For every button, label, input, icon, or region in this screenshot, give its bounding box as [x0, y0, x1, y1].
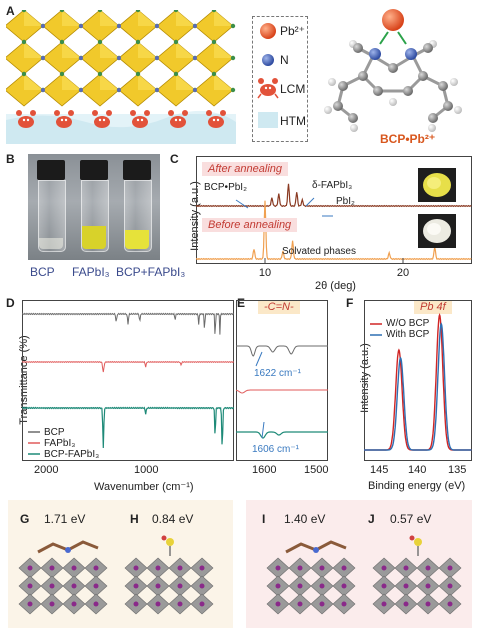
vial-label-bcp: BCP — [30, 265, 55, 279]
crab-icon — [54, 110, 74, 128]
d-legend-bcp: BCP — [44, 427, 65, 438]
e-tag: -C=N- — [258, 300, 300, 314]
crab-icon — [257, 78, 279, 99]
g-value: 1.71 eV — [44, 512, 86, 526]
c-before-tag: Before annealing — [202, 218, 298, 232]
crab-icon — [206, 110, 226, 128]
perovskite-lattice-illustration — [6, 10, 236, 144]
panel-label-b: B — [6, 152, 15, 166]
e-ann-1622: 1622 cm⁻¹ — [254, 368, 301, 379]
ftir-bcp-line — [22, 312, 234, 335]
legend-lcm-label: LCM — [280, 82, 306, 96]
xrd-before-line — [196, 200, 472, 261]
f-xlabel: Binding energy (eV) — [368, 480, 466, 492]
panel-label-c: C — [170, 152, 179, 166]
e-fa-line — [236, 389, 328, 394]
bcp-adsorbate — [37, 540, 99, 554]
crab-icon — [130, 110, 150, 128]
panel-label-d: D — [6, 296, 15, 310]
d-legend-mix: BCP-FAPbI₃ — [44, 449, 100, 460]
bcp-adsorbate — [285, 540, 347, 554]
e-mix-line — [236, 431, 328, 439]
d-xtick-2000: 2000 — [34, 464, 59, 476]
panel-label-g: G — [20, 512, 30, 526]
panel-label-j: J — [368, 512, 375, 526]
small-adsorbate — [409, 535, 422, 556]
xrd-after-line — [196, 183, 472, 208]
d-xlabel: Wavenumber (cm⁻¹) — [94, 481, 194, 493]
ftir-mix-line — [22, 406, 234, 449]
f-xtick-140: 140 — [408, 464, 427, 476]
ftir-fapbi3-line — [22, 360, 234, 373]
panel-label-a: A — [6, 4, 15, 18]
d-legend-fa: FAPbI₃ — [44, 438, 76, 449]
legend-htm-label: HTM — [280, 114, 306, 128]
pb-ion-sphere — [382, 9, 404, 31]
j-value: 0.57 eV — [390, 512, 432, 526]
d-legend — [28, 431, 40, 455]
legend-n-label: N — [280, 53, 289, 67]
c-ann-delta: δ-FAPbI₃ — [312, 180, 353, 191]
dft-structures — [18, 535, 462, 615]
panel-label-h: H — [130, 512, 139, 526]
f-legend-with: With BCP — [386, 329, 430, 340]
vials-photo — [28, 154, 160, 260]
xps-chart — [364, 300, 472, 461]
legend-symbols-a — [257, 23, 279, 128]
crab-icon — [92, 110, 112, 128]
crab-icon — [16, 110, 36, 128]
f-legend-wo: W/O BCP — [386, 318, 430, 329]
xps-with-line — [364, 322, 472, 451]
e-xtick-1500: 1500 — [304, 464, 329, 476]
c-xtick: 10 — [259, 267, 271, 279]
c-after-tag: After annealing — [202, 162, 288, 176]
e-ann-1606: 1606 cm⁻¹ — [252, 444, 299, 455]
c-ann-bcp-pbi2: BCP•PbI₂ — [204, 182, 247, 193]
panel-label-f: F — [346, 296, 354, 310]
c-ann-solvated: Solvated phases — [282, 246, 356, 257]
vial-label-fapbi3: FAPbI₃ — [72, 265, 110, 279]
c-ann-pbi2: PbI₂ — [336, 196, 355, 207]
molecule-label: BCP•Pb²⁺ — [380, 132, 436, 146]
panel-label-i: I — [262, 512, 266, 526]
htm-swatch — [258, 112, 278, 128]
n-sphere-icon — [262, 54, 274, 66]
crab-icon — [168, 110, 188, 128]
c-xticks: 10 20 — [259, 258, 409, 279]
xrd-chart: 10 20 — [196, 156, 472, 279]
i-value: 1.40 eV — [284, 512, 326, 526]
e-xtick-1600: 1600 — [252, 464, 277, 476]
legend-box-a — [252, 16, 308, 142]
f-tag: Pb 4f — [414, 300, 452, 314]
ftir-zoom-chart — [236, 300, 328, 461]
pb-sphere-icon — [260, 23, 276, 39]
bcp-pb-molecule — [324, 9, 462, 132]
vial-label-mix: BCP+FAPbI₃ — [116, 265, 186, 279]
f-xtick-135: 135 — [448, 464, 467, 476]
panel-label-e: E — [237, 296, 246, 310]
legend-pb-label: Pb²⁺ — [280, 24, 306, 38]
e-bcp-line — [236, 345, 328, 357]
c-xlabel: 2θ (deg) — [315, 280, 356, 292]
f-xtick-145: 145 — [370, 464, 389, 476]
c-xtick: 20 — [397, 267, 409, 279]
h-value: 0.84 eV — [152, 512, 194, 526]
ftir-chart — [22, 300, 234, 461]
d-xtick-1000: 1000 — [134, 464, 159, 476]
small-adsorbate — [161, 535, 174, 556]
